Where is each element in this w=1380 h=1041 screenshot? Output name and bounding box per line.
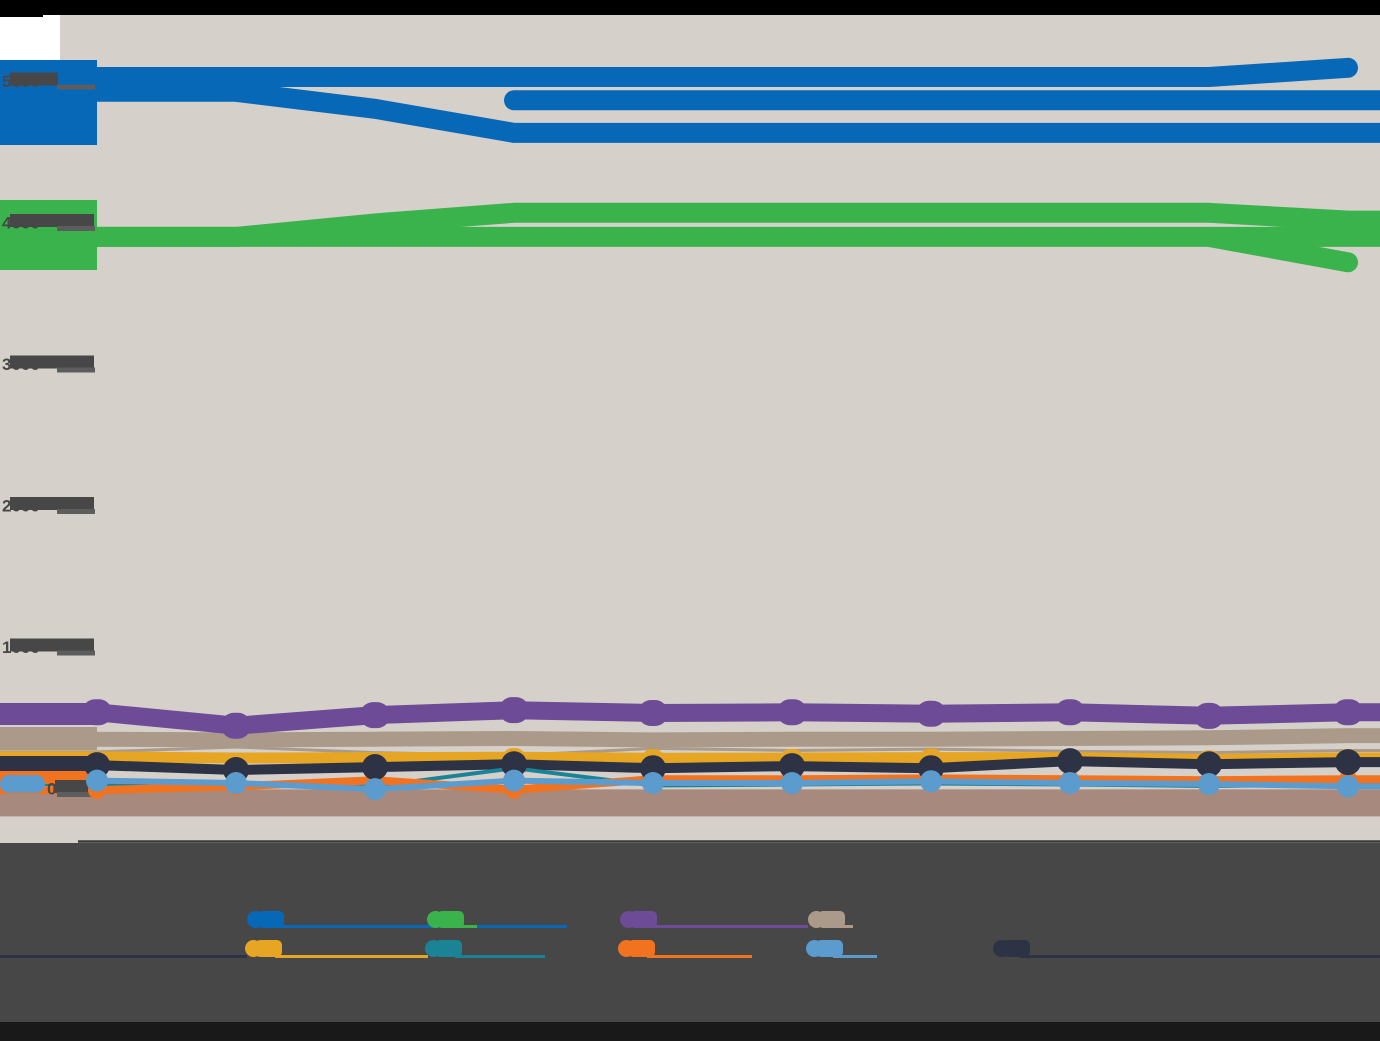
legend-label-redacted[interactable] [1003,940,1030,957]
marker-navy [501,751,527,778]
legend-label-redacted[interactable] [437,911,464,928]
series-line-green-c [1199,226,1358,273]
legend-item-tan[interactable] [808,911,853,928]
series-label-block-navy [0,756,97,772]
y-tick-redaction-bar [10,497,94,510]
legend-label-redacted[interactable] [816,940,843,957]
series-label-block-lightblue [0,775,45,793]
series-line-blue-b [0,81,1380,143]
marker-purple [1333,699,1363,726]
marker-navy [779,753,805,780]
legend-item-blue[interactable] [247,911,567,928]
series-line-blue-a [0,57,1358,87]
legend [0,911,1380,958]
marker-navy [362,754,388,781]
y-axis-ticks: 500040003000200010000 [2,72,95,799]
series-line-tan-thin [0,745,1380,757]
series-markers [82,697,1363,801]
y-tick-mark [57,650,95,656]
y-tick-mark [57,84,95,90]
y-tick-mark [57,792,95,797]
legend-label-redacted[interactable] [630,911,657,928]
series-label-block-tan [0,727,97,750]
y-tick-redaction-bar [10,72,58,86]
marker-navy [1057,748,1083,775]
marker-purple [916,700,946,727]
legend-label-redacted[interactable] [257,911,284,928]
legend-item-teal[interactable] [425,940,545,958]
legend-item-orange[interactable] [618,940,752,958]
series-lines [0,57,1380,817]
legend-item-navy[interactable] [0,940,1380,958]
top-strip [0,0,1380,15]
legend-item-purple[interactable] [620,911,808,928]
legend-item-lightblue[interactable] [806,940,877,958]
bottom-strip [0,1022,1380,1041]
marker-lightblue [364,778,386,801]
y-tick-redaction-bar [10,638,94,652]
series-line-green-b [0,202,1380,247]
marker-purple [1194,702,1224,729]
marker-purple [638,700,668,727]
marker-lightblue [920,770,942,793]
y-tick-mark [57,226,95,231]
series-line-orange [0,774,1380,795]
series-line-purple [0,701,1380,735]
series-label-block-purple [0,703,97,725]
y-tick-mark [57,509,95,514]
series-line-tan [0,728,1380,748]
y-tick-redaction-bar [10,214,94,227]
marker-navy [1335,749,1361,776]
legend-item-green[interactable] [427,911,477,928]
y-tick-redaction-bar [10,355,94,369]
marker-purple [499,697,529,724]
marker-lightblue [1198,773,1220,796]
marker-purple [221,712,251,739]
marker-lightblue [225,772,247,795]
plot-corner-cutout [0,15,60,60]
legend-label-redacted[interactable] [435,940,462,957]
legend-label-redacted[interactable] [818,911,845,928]
marker-lightblue [1337,775,1359,798]
marker-navy [1196,751,1222,778]
legend-item-gold[interactable] [245,940,428,958]
marker-purple [82,699,112,726]
footer-panel [0,843,1380,1041]
marker-lightblue [781,772,803,795]
marker-navy [84,752,110,779]
y-tick-redaction-bar [55,780,95,793]
legend-label-redacted[interactable] [255,940,282,957]
series-line-lightblue [0,777,1380,793]
marker-purple [360,702,390,729]
top-strip-notch [0,0,43,17]
y-tick-label: 0 [47,780,56,799]
marker-purple [1055,699,1085,726]
y-tick-mark [57,367,95,373]
marker-lightblue [503,769,525,792]
marker-lightblue [642,772,664,795]
series-line-navy [0,756,1380,775]
marker-purple [777,699,807,726]
marker-lightblue [86,769,108,792]
legend-label-redacted[interactable] [628,940,655,957]
marker-lightblue [1059,772,1081,795]
series-label-block-green [0,200,97,270]
